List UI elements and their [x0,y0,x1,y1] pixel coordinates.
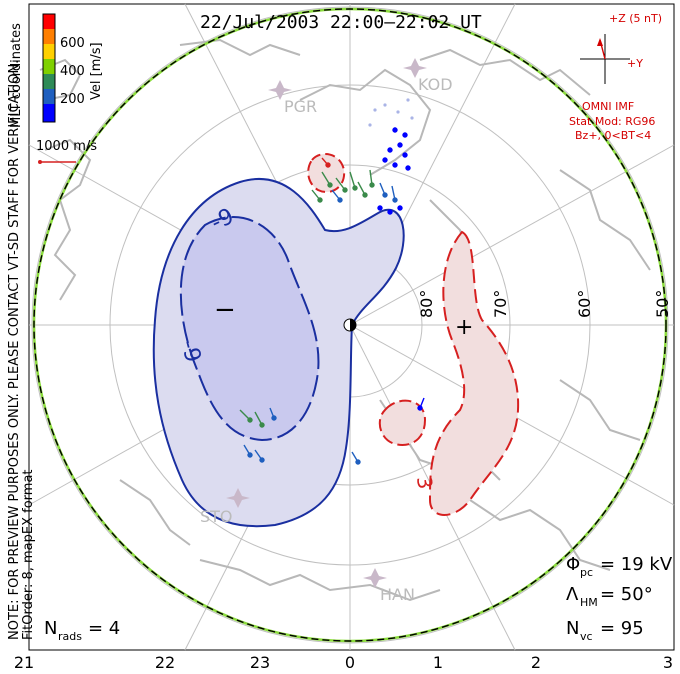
svg-text:N: N [44,618,57,639]
legend-tick-400: 400 [60,64,85,79]
radar-label-kod: KOD [418,75,453,94]
svg-text:rads: rads [58,630,82,643]
lat-label-50: 50° [653,290,672,318]
positive-small-cell-north [307,153,346,193]
preview-note: NOTE: FOR PREVIEW PURPOSES ONLY. PLEASE … [7,60,22,640]
mlt-label-0: 0 [345,653,355,672]
svg-text:N: N [566,618,579,639]
mlt-label-23: 23 [250,653,270,672]
imf-source: OMNI IMF [582,100,634,113]
contour-label-pos: 3 [412,474,438,491]
map-title: 22/Jul/2003 22:00–22:02 UT [200,12,482,33]
mlt-label-1: 1 [433,653,443,672]
imf-plus-y-label: +Y [627,57,643,70]
min-potential-marker: − [214,295,236,325]
stat-phi-pc: Φ pc = 19 kV [566,554,673,579]
legend-velocity-label: Vel [m/s] [89,42,104,100]
plot-frame [28,3,675,651]
svg-text:Λ: Λ [566,584,579,605]
lat-label-80: 80° [417,290,436,318]
positive-small-cell-south [378,399,427,446]
radar-label-sto: STO [200,507,233,526]
imf-plus-z-label: +Z (5 nT) [609,12,662,25]
svg-text:vc: vc [580,630,593,643]
stat-nvc: N vc = 95 [566,618,644,643]
max-potential-marker: + [455,315,473,340]
fit-order-note: FitOrder: 8, mapEX format [21,469,36,640]
stat-lambda-hm: Λ HM = 50° [566,584,653,609]
velocity-color-legend [42,13,56,123]
negative-inner-contour [179,216,320,442]
imf-clock [580,34,630,84]
svg-text:Φ: Φ [566,554,580,575]
radar-label-pgr: PGR [284,97,317,116]
svg-text:= 4: = 4 [88,618,120,639]
pole-marker-half [350,319,356,331]
svg-text:HM: HM [580,596,598,609]
legend-tick-600: 600 [60,36,85,51]
lat-label-60: 60° [575,290,594,318]
stat-model-line2: Bz+, 0<BT<4 [575,129,651,142]
svg-text:= 19 kV: = 19 kV [600,554,673,575]
legend-tick-200: 200 [60,92,85,107]
stat-nrads: N rads = 4 [44,618,120,643]
coordinate-system-label: MLT coordinates [9,23,24,128]
scale-vector-origin [38,160,42,164]
lat-label-70: 70° [491,290,510,318]
svg-text:= 95: = 95 [600,618,644,639]
velocity-vectors [239,98,425,465]
mlt-label-2: 2 [531,653,541,672]
radar-label-han: HAN [380,585,415,604]
svg-text:= 50°: = 50° [600,584,653,605]
mlt-label-3: 3 [663,653,673,672]
svg-text:pc: pc [580,566,593,579]
hm-boundary-dash [33,8,667,642]
radar-markers [226,58,427,588]
positive-cell [428,230,520,516]
mlt-label-22: 22 [155,653,175,672]
mlt-label-21: 21 [14,653,34,672]
scale-vector-label: 1000 m/s [36,139,97,154]
stat-model-line1: Stat Mod: RG96 [569,115,655,128]
